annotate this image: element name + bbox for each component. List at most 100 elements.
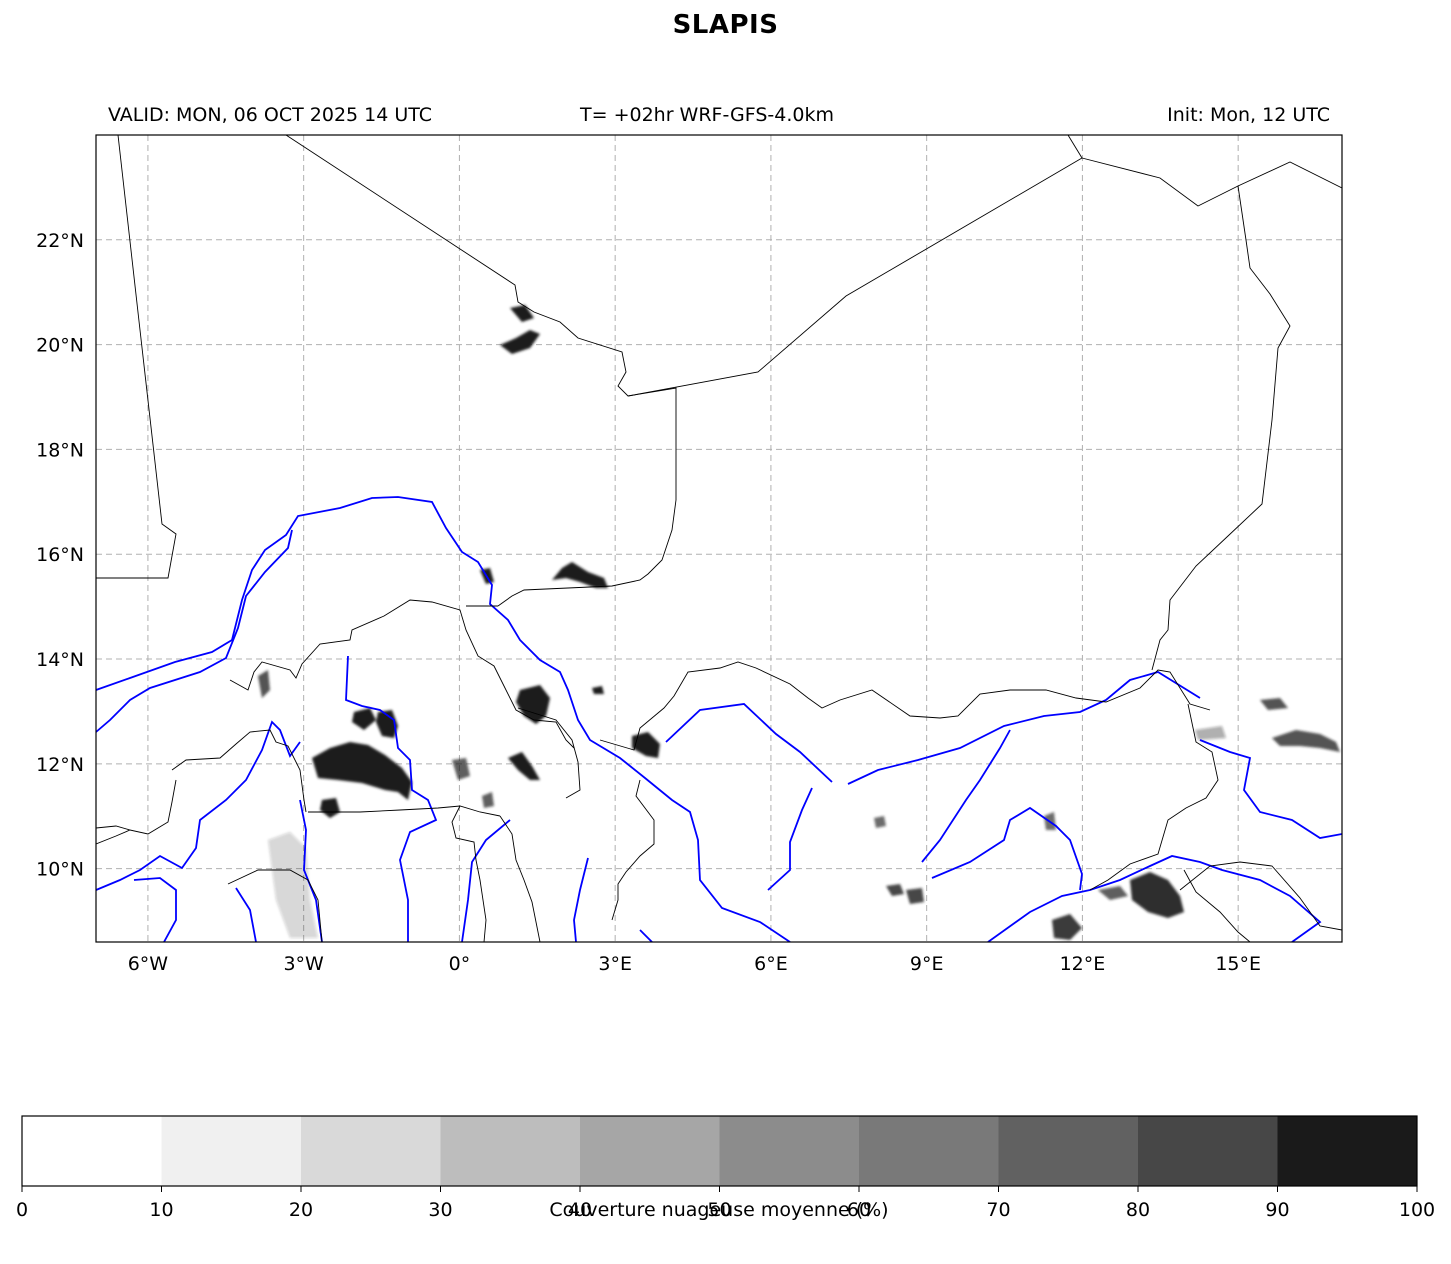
cloud-cluster-mali-north [500,330,540,354]
colorbar-tick-label: 70 [986,1199,1010,1221]
cloud-cluster-ghana-2 [482,792,494,808]
benue-river [987,855,1322,942]
border-libya-north [1081,157,1342,207]
niger-river [96,496,791,942]
init-time-label: Init: Mon, 12 UTC [1167,104,1330,126]
lon-tick-label: 6°W [128,953,169,975]
sota-river [573,857,589,942]
coast-river [639,929,653,942]
cloud-cluster-nigeria [886,884,904,896]
cloud-cluster-niamey [632,732,660,758]
lon-tick-label: 12°E [1060,953,1106,975]
border-burkina-ghana [308,805,501,817]
cloud-cluster-mali-north-2 [510,305,534,322]
cloud-cluster-gao [552,562,608,588]
cloud-cluster-south [320,798,340,818]
lon-tick-label: 6°E [754,953,788,975]
cloud-cluster-speckle-2 [1195,726,1226,740]
cloud-cluster-togo [508,752,540,780]
colorbar-tick-label: 10 [149,1199,173,1221]
volta-river [345,655,438,942]
oti-river [461,819,511,942]
colorbar-tick-label: 30 [428,1199,452,1221]
colorbar-swatch [998,1116,1139,1186]
gongola-river [931,806,1083,891]
colorbar-tick-label: 40 [568,1199,592,1221]
colorbar-swatch [440,1116,581,1186]
lon-tick-label: 3°W [283,953,324,975]
lat-tick-label: 16°N [36,544,84,566]
border-algeria-niger [627,135,1083,397]
longitude-tick-labels: 6°W 3°W 0° 3°E 6°E 9°E 12°E 15°E [128,953,1261,975]
border-niger-nigeria [599,661,1211,751]
chari-river [1199,739,1342,839]
cloud-cluster-mali-south-speckle [268,832,318,938]
colorbar-swatch [1277,1116,1418,1186]
sokoto-river [921,729,1011,863]
colorbar-swatch [580,1116,720,1186]
colorbar-tick-label: 20 [289,1199,313,1221]
colorbar-tick-label: 100 [1399,1199,1435,1221]
border-ci-ghana [227,869,323,942]
lat-tick-label: 18°N [36,439,84,461]
border-cameroon-chad [1179,861,1342,931]
colorbar-tick-labels: 0 10 20 30 40 50 60 70 80 90 100 [16,1186,1435,1221]
border-guinea-mali [96,779,177,845]
border-burkina-niger [517,707,581,799]
colorbar-tick-label: 60 [847,1199,871,1221]
lon-tick-label: 9°E [910,953,944,975]
border-ghana-togo [451,805,487,942]
lat-tick-label: 20°N [36,335,84,357]
kaduna-river [665,703,833,783]
logone-river [767,787,813,891]
border-togo-benin [499,815,541,942]
colorbar-swatch [301,1116,441,1186]
colorbar-swatch [1138,1116,1278,1186]
lat-tick-label: 12°N [36,754,84,776]
cloud-cluster-east-2 [1272,730,1340,752]
border-chad-east [1183,869,1251,942]
lat-tick-label: 10°N [36,859,84,881]
border-mauritania-mali [96,135,177,579]
colorbar-tick-label: 90 [1265,1199,1289,1221]
cloud-cluster-small-1 [592,686,604,694]
latitude-tick-labels: 10°N 12°N 14°N 16°N 18°N 20°N 22°N [36,230,84,881]
cloud-cluster-chad-2 [1052,914,1082,940]
border-algeria-mali [285,135,677,607]
lat-tick-label: 22°N [36,230,84,252]
lat-tick-label: 14°N [36,649,84,671]
cloud-cluster-chad [1130,872,1184,918]
cloud-cluster-burkina-east [376,710,398,738]
cloud-cluster-nigeria-2 [906,888,924,904]
border-mali-burkina [229,599,575,749]
border-benin-nigeria [611,779,655,921]
border-niger-chad [1151,185,1291,671]
colorbar [21,1115,1418,1187]
colorbar-swatch [161,1116,302,1186]
forecast-lead-label: T= +02hr WRF-GFS-4.0km [580,104,834,126]
white-volta [299,799,323,942]
map-title: SLAPIS [672,10,779,40]
cloud-cluster-mali-west [258,670,270,698]
cloud-cluster-niger-west [516,685,550,724]
colorbar-tick-label: 0 [16,1199,28,1221]
colorbar-swatch [859,1116,999,1186]
rivers-layer [96,496,1342,942]
cloud-cluster-nigeria-4 [874,816,886,828]
colorbar-tick-label: 80 [1126,1199,1150,1221]
border-mali-senegal [96,825,131,831]
cloud-cluster-cameroon [1098,886,1128,900]
bandama-river [235,887,257,942]
lon-tick-label: 0° [449,953,471,975]
comoe-river [133,877,177,942]
border-burkina-ci [171,729,307,813]
lon-tick-label: 15°E [1215,953,1261,975]
niger-inner-delta-branch [96,529,293,733]
cloud-cluster-ghana [452,758,470,780]
colorbar-swatch [22,1116,162,1186]
cloud-cluster-burkina-north [352,708,376,730]
cloud-cluster-burkina [312,742,412,800]
valid-time-label: VALID: MON, 06 OCT 2025 14 UTC [108,104,433,126]
country-borders-layer [96,135,1342,942]
cloud-cluster-east-1 [1260,698,1288,710]
